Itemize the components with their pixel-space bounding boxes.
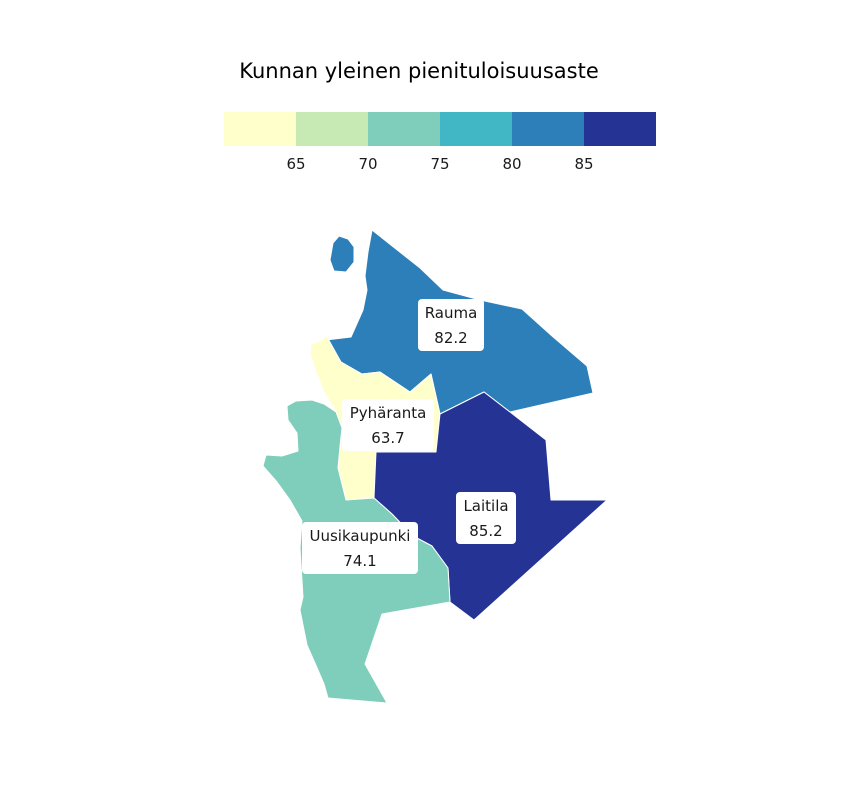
- label-laitila-box: [456, 492, 516, 544]
- legend-bin-4: [512, 112, 584, 146]
- legend-bin-1: [296, 112, 368, 146]
- legend-tick-85: 85: [574, 155, 593, 173]
- label-pyharanta-name: Pyhäranta: [350, 404, 427, 422]
- legend-tick-65: 65: [286, 155, 305, 173]
- label-pyharanta-box: [342, 399, 434, 451]
- label-uusikaupunki-box: [302, 522, 418, 574]
- legend-bin-2: [368, 112, 440, 146]
- label-laitila-name: Laitila: [463, 497, 508, 515]
- legend-bin-3: [440, 112, 512, 146]
- label-pyharanta-value: 63.7: [371, 429, 404, 447]
- legend-tick-80: 80: [502, 155, 521, 173]
- label-rauma-box: [418, 299, 484, 351]
- label-laitila: Laitila 85.2: [456, 492, 516, 544]
- label-uusikaupunki-name: Uusikaupunki: [310, 527, 411, 545]
- label-rauma-name: Rauma: [425, 304, 478, 322]
- label-pyharanta: Pyhäranta 63.7: [342, 399, 434, 451]
- map-title: Kunnan yleinen pienituloisuusaste: [239, 59, 599, 83]
- legend-tick-70: 70: [358, 155, 377, 173]
- label-uusikaupunki: Uusikaupunki 74.1: [302, 522, 418, 574]
- legend-bin-0: [224, 112, 296, 146]
- label-uusikaupunki-value: 74.1: [343, 552, 376, 570]
- region-labels: Rauma 82.2 Pyhäranta 63.7 Laitila 85.2 U…: [302, 299, 516, 574]
- label-rauma-value: 82.2: [434, 329, 467, 347]
- region-rauma-island[interactable]: [329, 235, 355, 273]
- legend: 65 70 75 80 85: [224, 112, 656, 173]
- legend-bin-5: [584, 112, 656, 146]
- legend-tick-75: 75: [430, 155, 449, 173]
- label-laitila-value: 85.2: [469, 522, 502, 540]
- label-rauma: Rauma 82.2: [418, 299, 484, 351]
